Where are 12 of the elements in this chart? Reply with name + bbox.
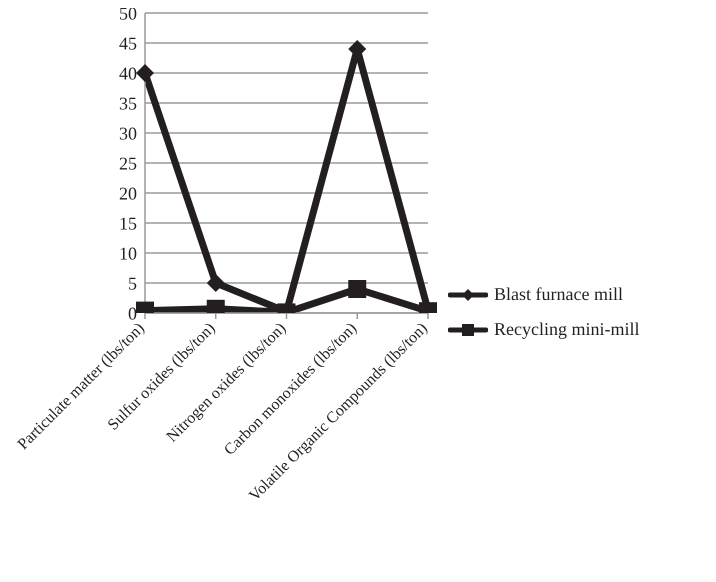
y-tick-label: 15 bbox=[119, 213, 137, 234]
y-tick-label: 5 bbox=[128, 273, 137, 294]
y-tick-label: 20 bbox=[119, 183, 137, 204]
y-tick-label: 40 bbox=[119, 63, 137, 84]
y-tick-label: 45 bbox=[119, 33, 137, 54]
legend-label: Recycling mini-mill bbox=[494, 319, 640, 340]
y-tick-label: 30 bbox=[119, 123, 137, 144]
y-tick-label: 0 bbox=[128, 303, 137, 324]
legend-label: Blast furnace mill bbox=[494, 284, 623, 305]
y-tick-label: 25 bbox=[119, 153, 137, 174]
y-tick-label: 10 bbox=[119, 243, 137, 264]
y-tick-label: 35 bbox=[119, 93, 137, 114]
